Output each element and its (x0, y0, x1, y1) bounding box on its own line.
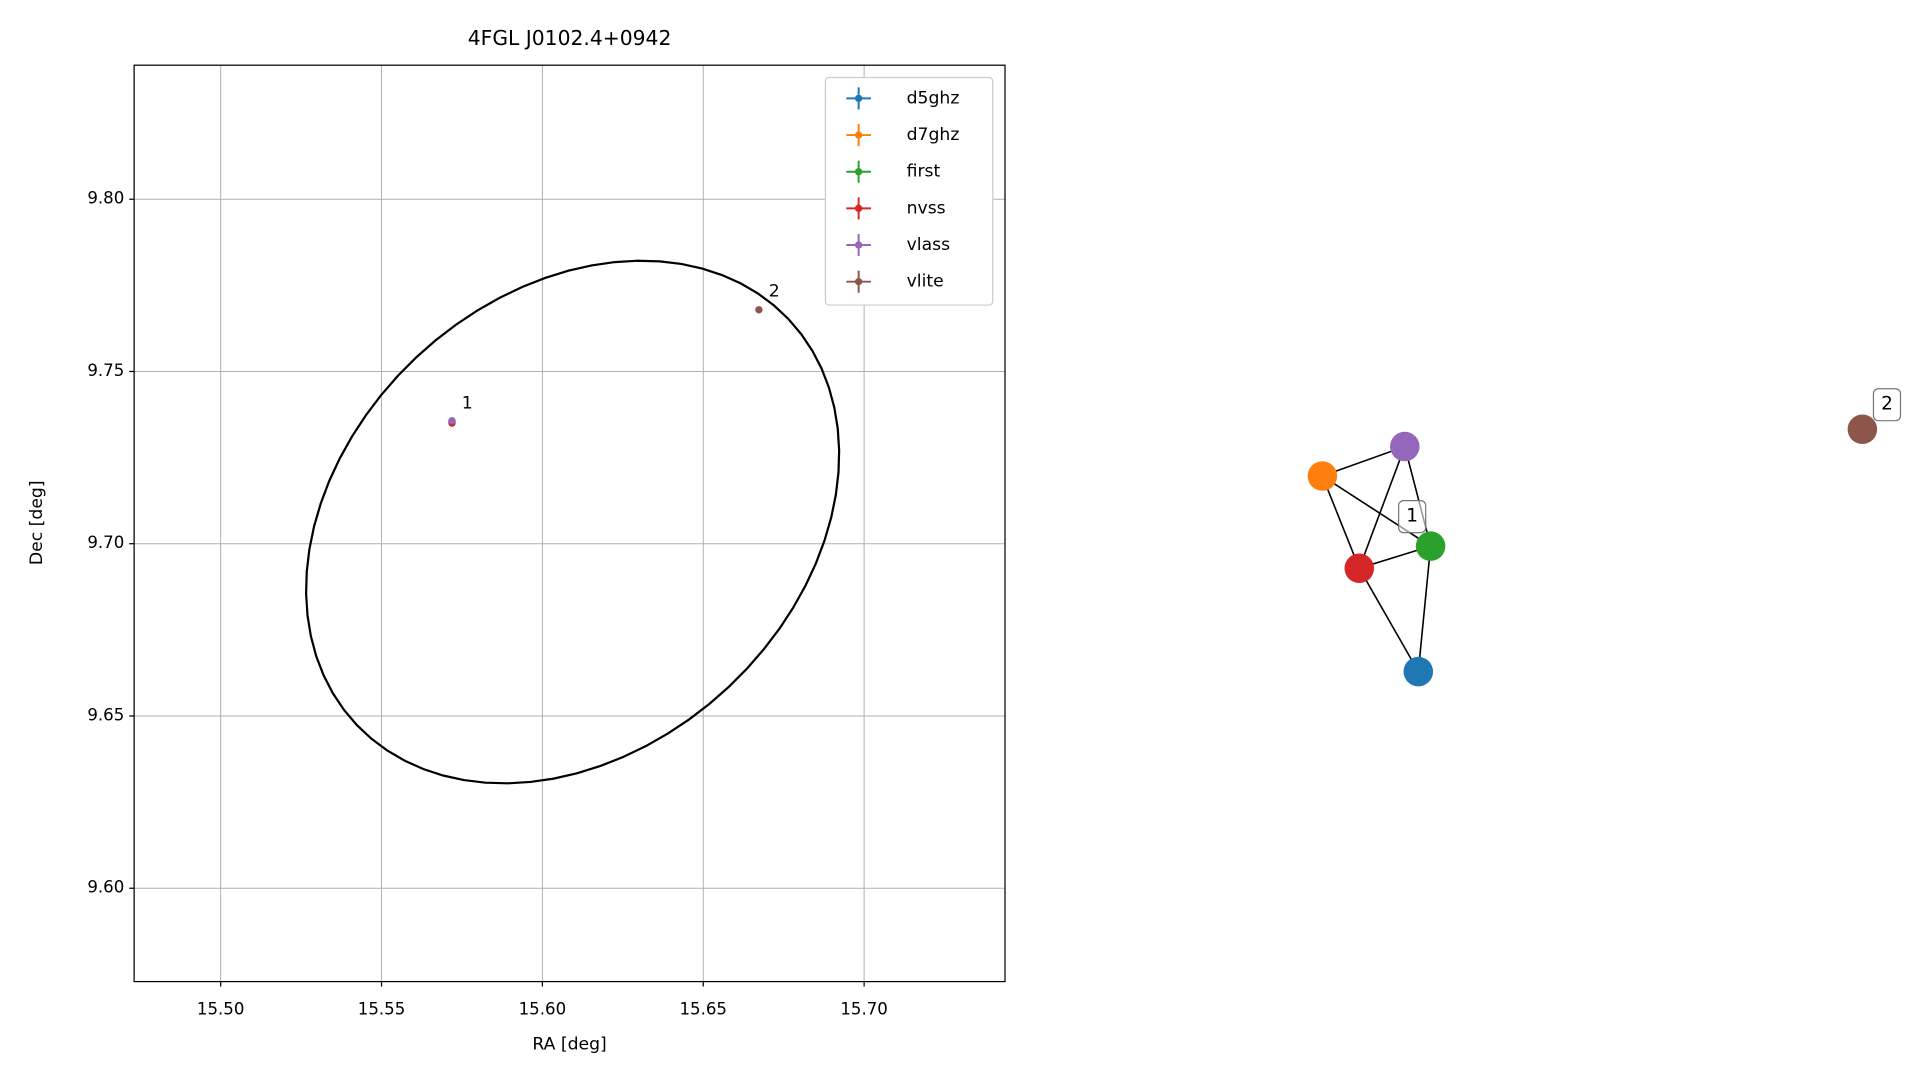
point-label: 2 (769, 281, 780, 301)
node (1847, 414, 1878, 445)
legend-label: d5ghz (907, 88, 960, 108)
node-label-box (1872, 388, 1902, 422)
legend-label: first (907, 162, 941, 182)
edge (1321, 475, 1361, 569)
y-axis-label: Dec [deg] (27, 480, 47, 565)
x-tick-label: 15.70 (840, 999, 888, 1018)
node (1415, 531, 1446, 561)
node-label: 1 (1406, 506, 1418, 527)
x-tick-label: 15.50 (197, 999, 245, 1018)
node-label: 2 (1881, 394, 1893, 415)
legend-marker (854, 277, 863, 286)
node (1403, 656, 1434, 687)
legend-label: nvss (907, 198, 946, 218)
legend-label: vlass (907, 235, 950, 255)
error-ellipse (305, 259, 841, 785)
x-axis-label: RA [deg] (532, 1034, 606, 1054)
y-tick-label: 9.65 (87, 705, 124, 724)
y-tick-label: 9.70 (87, 533, 124, 552)
legend-marker (854, 204, 863, 213)
edge (1404, 446, 1432, 547)
chart-title: 4FGL J0102.4+0942 (468, 26, 672, 50)
node (1307, 461, 1338, 491)
node-label-box (1398, 500, 1427, 534)
legend-label: d7ghz (907, 125, 960, 145)
legend-marker (854, 94, 863, 103)
node (1390, 431, 1420, 462)
x-tick-label: 15.60 (519, 999, 567, 1018)
data-point (755, 306, 763, 314)
legend-marker (854, 131, 863, 139)
data-point (448, 417, 456, 425)
point-label: 1 (462, 393, 473, 413)
edge (1358, 567, 1420, 673)
edge (1358, 446, 1406, 569)
legend: d5ghz d7ghz first nvss vlass vlite (824, 76, 994, 306)
legend-marker (854, 168, 863, 176)
edge (1321, 475, 1432, 547)
x-tick-label: 15.55 (358, 999, 406, 1018)
node (1344, 553, 1375, 584)
legend-label: vlite (907, 272, 944, 292)
legend-marker (854, 241, 863, 249)
y-tick-label: 9.75 (87, 361, 124, 380)
plot-frame (133, 64, 1006, 983)
x-tick-label: 15.65 (679, 999, 727, 1018)
edge (1417, 546, 1432, 672)
y-tick-label: 9.60 (87, 878, 124, 897)
y-tick-label: 9.80 (87, 189, 124, 208)
